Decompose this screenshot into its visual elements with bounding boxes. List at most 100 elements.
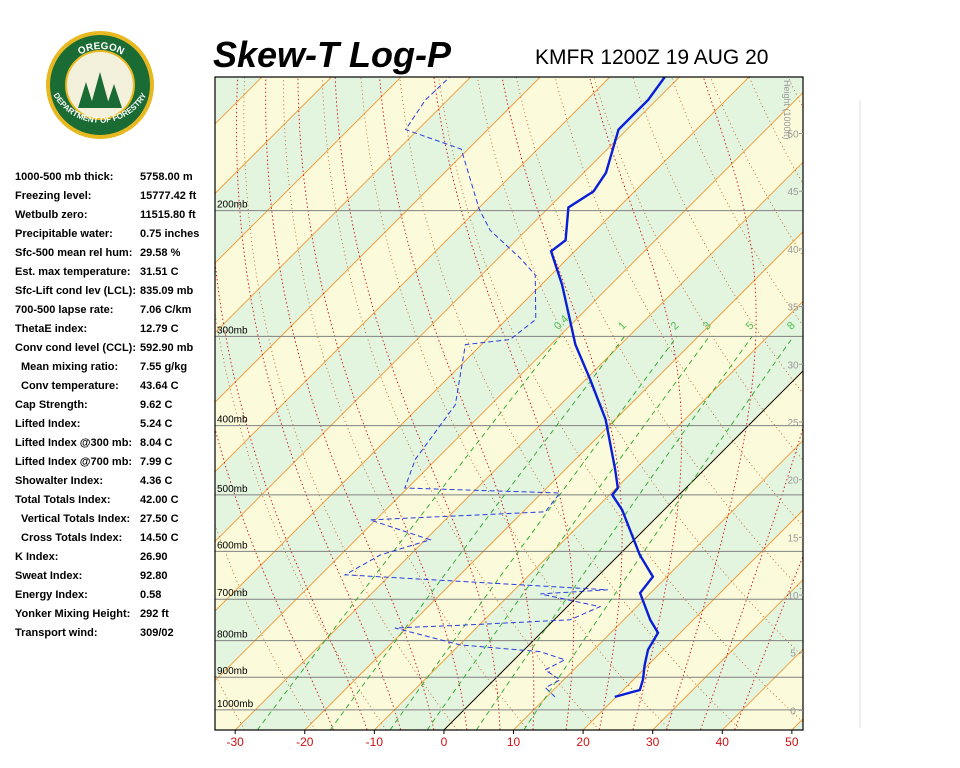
- dry-adiabat: [593, 77, 803, 461]
- x-tick-label: -20: [296, 735, 314, 749]
- index-label: Freezing level:: [15, 190, 91, 202]
- plot-lines: [215, 77, 960, 730]
- dry-adiabat: [215, 310, 387, 730]
- pressure-label: 800mb: [217, 630, 248, 641]
- index-label: Mean mixing ratio:: [21, 361, 118, 373]
- index-value: 15777.42 ft: [140, 190, 197, 202]
- mixing-ratio-line: [256, 336, 561, 730]
- x-tick-label: 30: [646, 735, 660, 749]
- height-tick-label: 45: [787, 187, 799, 198]
- height-tick-label: 25: [787, 418, 799, 429]
- isotherm: [582, 509, 803, 730]
- pressure-label: 400mb: [217, 415, 248, 426]
- reference-isotherm: [443, 370, 803, 730]
- index-value: 835.09 mb: [140, 285, 193, 297]
- chart-subtitle: KMFR 1200Z 19 AUG 20: [535, 46, 768, 69]
- isotherm: [215, 77, 541, 403]
- index-value: 14.50 C: [140, 532, 179, 544]
- index-label: Sweat Index:: [15, 570, 82, 582]
- index-value: 42.00 C: [140, 494, 179, 506]
- index-label: Cross Totals Index:: [21, 532, 122, 544]
- mixing-ratio-line: [523, 336, 794, 730]
- pressure-label: 500mb: [217, 484, 248, 495]
- pressure-label: 900mb: [217, 666, 248, 677]
- index-label: Vertical Totals Index:: [21, 513, 130, 525]
- isotherm-band: [791, 718, 803, 730]
- dry-adiabat: [243, 77, 458, 730]
- isotherm: [652, 578, 803, 730]
- profile-line: [549, 77, 666, 699]
- height-tick-label: 35: [787, 303, 799, 314]
- index-value: 7.06 C/km: [140, 304, 192, 316]
- index-value: 7.99 C: [140, 456, 172, 468]
- dry-adiabat: [943, 77, 960, 730]
- moist-adiabat: [734, 555, 803, 730]
- moist-adiabat: [236, 77, 402, 730]
- dry-adiabat: [787, 77, 803, 109]
- pressure-label: 1000mb: [217, 699, 254, 710]
- pressure-label: 700mb: [217, 588, 248, 599]
- mixing-ratio-line: [475, 336, 753, 730]
- isotherm: [373, 300, 803, 730]
- x-tick-label: -30: [227, 735, 245, 749]
- index-label: Wetbulb zero:: [15, 209, 88, 221]
- index-value: 29.58 %: [140, 247, 181, 259]
- index-value: 26.90: [140, 551, 168, 563]
- chart-title: Skew-T Log-P: [213, 34, 452, 75]
- moist-adiabat: [334, 77, 501, 730]
- isotherm: [234, 161, 803, 730]
- isotherm: [215, 77, 750, 612]
- index-label: Cap Strength:: [15, 399, 88, 411]
- height-tick-label: 50: [787, 130, 799, 141]
- logo: OREGON DEPARTMENT OF FORESTRY: [46, 31, 154, 139]
- isotherm: [215, 91, 803, 682]
- index-value: 12.79 C: [140, 323, 179, 335]
- dry-adiabat: [866, 77, 960, 730]
- index-value: 9.62 C: [140, 399, 172, 411]
- x-tick-label: -10: [366, 735, 384, 749]
- height-axis-label: Height (1000ft): [782, 80, 792, 140]
- isotherm: [215, 77, 680, 543]
- mixing-ratio-line: [329, 336, 625, 730]
- index-value: 92.80: [140, 570, 168, 582]
- x-tick-label: 40: [716, 735, 730, 749]
- isotherm: [215, 77, 611, 473]
- dry-adiabat: [671, 77, 803, 327]
- dry-adiabat: [827, 77, 960, 730]
- pressure-label: 600mb: [217, 540, 248, 551]
- index-label: Conv cond level (CCL):: [15, 342, 136, 354]
- isotherm: [215, 77, 402, 264]
- index-label: Sfc-500 mean rel hum:: [15, 247, 132, 259]
- plot-frame: [214, 76, 804, 731]
- height-tick-label: 5: [790, 649, 796, 660]
- index-value: 27.50 C: [140, 513, 179, 525]
- index-label: Sfc-Lift cond lev (LCL):: [15, 285, 136, 297]
- isotherm: [215, 77, 472, 334]
- index-label: Conv temperature:: [21, 380, 119, 392]
- index-value: 4.36 C: [140, 475, 172, 487]
- x-tick-label: 50: [785, 735, 799, 749]
- index-value: 31.51 C: [140, 266, 179, 278]
- logo-trees: [78, 72, 122, 108]
- x-tick-label: 20: [576, 735, 590, 749]
- mixing-ratio-line: [426, 336, 710, 730]
- index-label: Transport wind:: [15, 627, 98, 639]
- dry-adiabat: [399, 77, 741, 730]
- height-tick-label: 10: [787, 591, 799, 602]
- pressure-label: 300mb: [217, 325, 248, 336]
- height-tick-label: 15: [787, 533, 799, 544]
- x-tick-label: 0: [441, 735, 448, 749]
- index-value: 11515.80 ft: [140, 209, 196, 221]
- profile-line: [343, 77, 608, 698]
- index-label: ThetaE index:: [15, 323, 87, 335]
- index-label: Lifted Index @700 mb:: [15, 456, 132, 468]
- x-tick-label: 10: [507, 735, 521, 749]
- index-label: Precipitable water:: [15, 228, 113, 240]
- dry-adiabat: [477, 77, 803, 658]
- height-tick-label: 40: [787, 245, 799, 256]
- index-value: 309/02: [140, 627, 174, 639]
- index-label: Yonker Mixing Height:: [15, 608, 130, 620]
- moist-adiabat: [433, 77, 575, 730]
- index-label: Total Totals Index:: [15, 494, 111, 506]
